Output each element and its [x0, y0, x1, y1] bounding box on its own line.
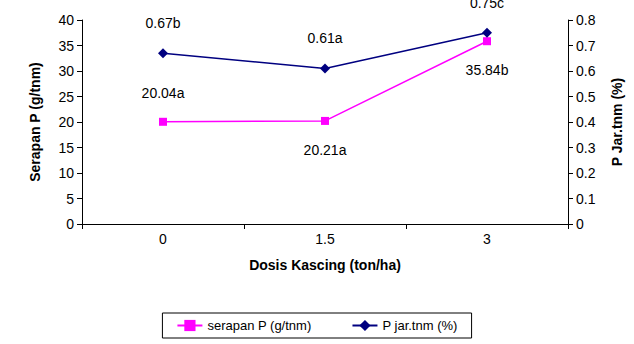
svg-text:0.3: 0.3 [576, 140, 596, 156]
svg-text:40: 40 [58, 12, 74, 28]
svg-text:0.4: 0.4 [576, 114, 596, 130]
svg-text:30: 30 [58, 63, 74, 79]
svg-text:20.04a: 20.04a [142, 85, 185, 101]
svg-text:P Jar.tnm (%): P Jar.tnm (%) [609, 78, 625, 166]
svg-text:35: 35 [58, 38, 74, 54]
svg-text:0.75c: 0.75c [470, 0, 504, 11]
svg-text:0: 0 [66, 216, 74, 232]
svg-text:0.2: 0.2 [576, 165, 596, 181]
svg-text:35.84b: 35.84b [466, 62, 509, 78]
svg-text:20: 20 [58, 114, 74, 130]
svg-text:0.1: 0.1 [576, 191, 596, 207]
svg-text:10: 10 [58, 165, 74, 181]
svg-text:0.7: 0.7 [576, 38, 596, 54]
svg-text:0: 0 [576, 216, 584, 232]
svg-text:P jar.tnm (%): P jar.tnm (%) [382, 318, 457, 333]
svg-text:serapan P (g/tnm): serapan P (g/tnm) [207, 318, 311, 333]
svg-text:Dosis Kascing (ton/ha): Dosis Kascing (ton/ha) [249, 257, 401, 273]
svg-text:0.61a: 0.61a [307, 30, 342, 46]
svg-text:3: 3 [483, 231, 491, 247]
svg-text:0.5: 0.5 [576, 89, 596, 105]
svg-text:Serapan P (g/tnm): Serapan P (g/tnm) [27, 62, 43, 182]
svg-text:20.21a: 20.21a [304, 142, 347, 158]
svg-text:0.6: 0.6 [576, 63, 596, 79]
svg-text:15: 15 [58, 140, 74, 156]
svg-text:5: 5 [66, 191, 74, 207]
svg-text:0: 0 [159, 231, 167, 247]
svg-text:0.67b: 0.67b [145, 15, 180, 31]
svg-text:0.8: 0.8 [576, 12, 596, 28]
svg-text:25: 25 [58, 89, 74, 105]
svg-text:1.5: 1.5 [315, 231, 335, 247]
